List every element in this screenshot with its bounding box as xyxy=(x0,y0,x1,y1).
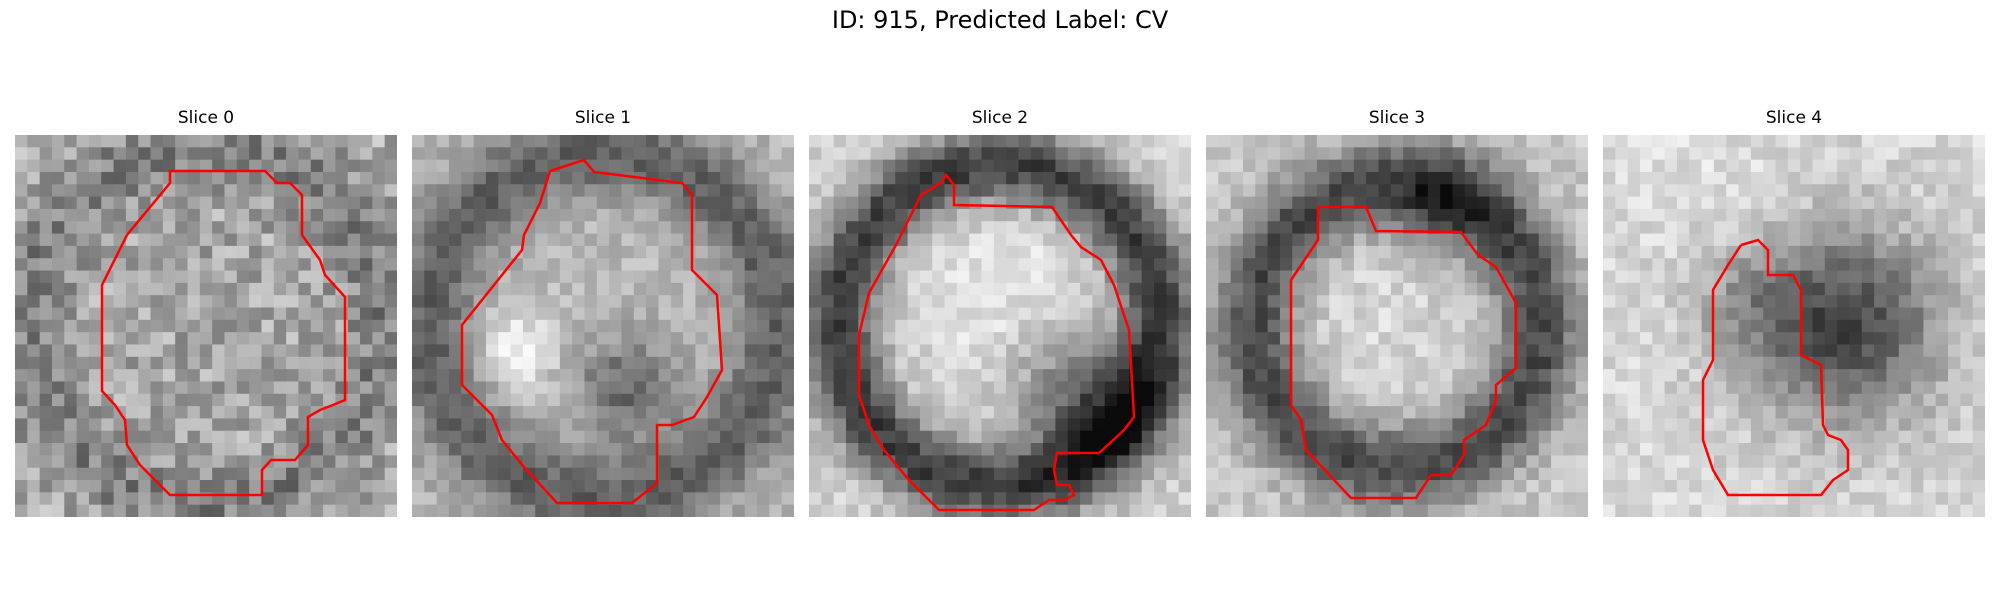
slice-0-image xyxy=(15,135,397,517)
slice-1-image xyxy=(412,135,794,517)
figure-title: ID: 915, Predicted Label: CV xyxy=(831,6,1169,34)
slice-3-contour xyxy=(1289,205,1518,500)
slice-3-title: Slice 3 xyxy=(1368,108,1426,128)
slice-2-contour xyxy=(857,172,1136,512)
slice-1-contour xyxy=(460,158,724,505)
slice-2-image xyxy=(809,135,1191,517)
slice-4-title: Slice 4 xyxy=(1765,108,1823,128)
slice-2-title: Slice 2 xyxy=(971,108,1029,128)
slice-0-contour xyxy=(100,169,347,497)
slice-0-title: Slice 0 xyxy=(177,108,235,128)
slice-1-title: Slice 1 xyxy=(574,108,632,128)
slice-4-image xyxy=(1603,135,1985,517)
slice-3-image xyxy=(1206,135,1588,517)
slice-4-contour xyxy=(1701,238,1850,497)
